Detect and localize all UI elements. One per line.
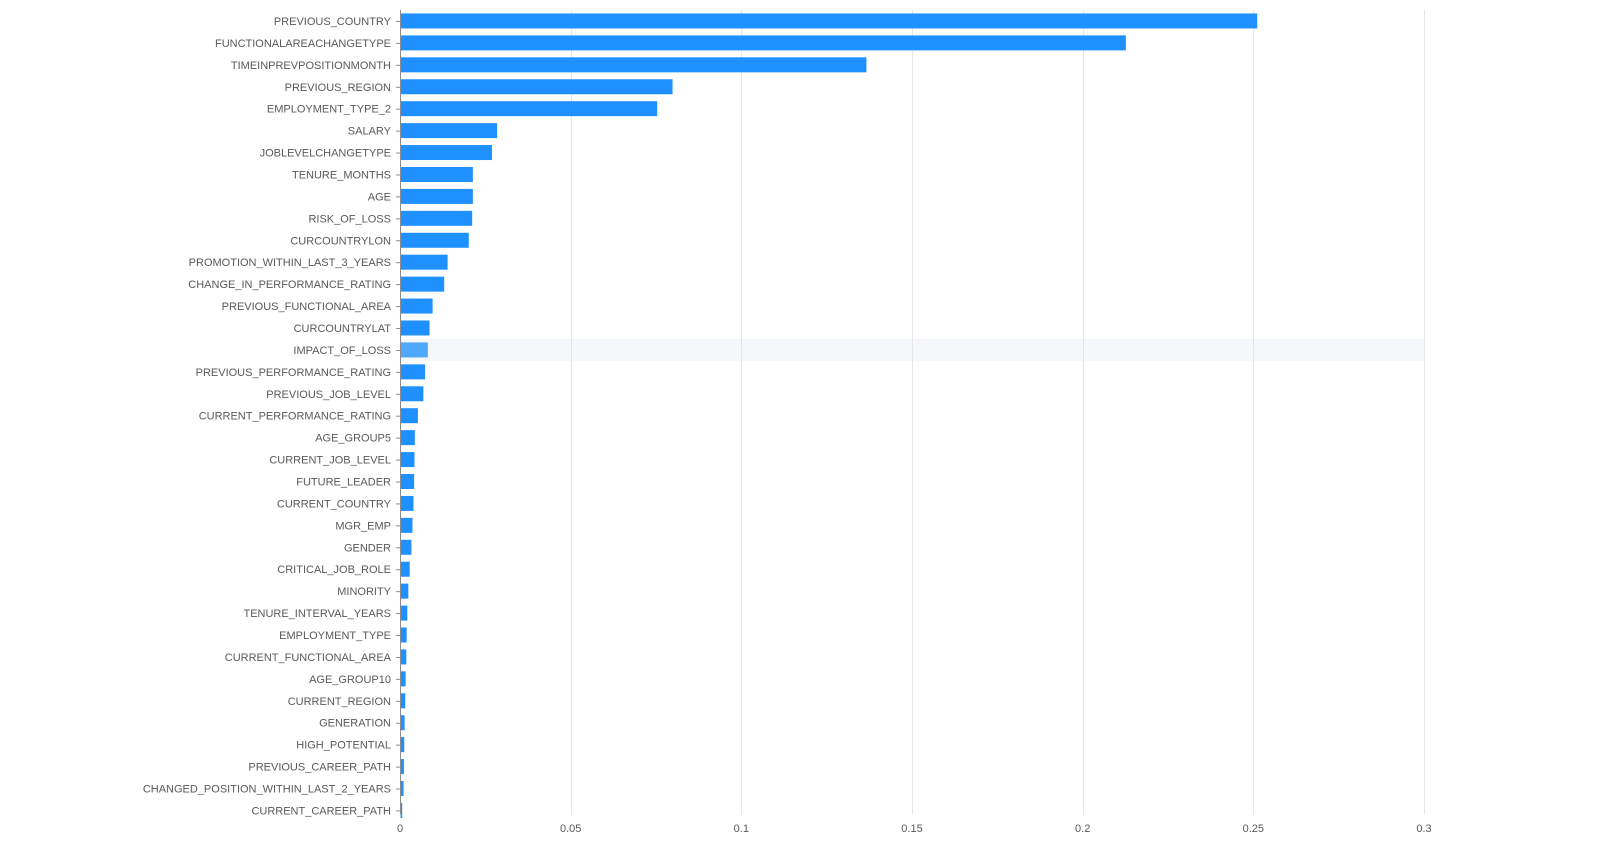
x-tick-label: 0 [397, 823, 403, 835]
category-label: FUNCTIONALAREACHANGETYPE [215, 38, 391, 50]
x-tick-label: 0.05 [560, 823, 581, 835]
category-label: PREVIOUS_JOB_LEVEL [266, 389, 391, 401]
bar-current-country[interactable] [400, 495, 414, 511]
x-tick-label: 0.3 [1416, 823, 1431, 835]
x-tick-label: 0.15 [901, 823, 922, 835]
category-label: MGR_EMP [335, 520, 391, 532]
category-label: AGE_GROUP10 [309, 674, 391, 686]
category-label: GENDER [344, 542, 391, 554]
category-label: PREVIOUS_PERFORMANCE_RATING [196, 367, 391, 379]
bar-minority[interactable] [400, 583, 409, 599]
category-label: TIMEINPREVPOSITIONMONTH [231, 60, 391, 72]
category-label: TENURE_MONTHS [292, 169, 391, 181]
category-label: CURRENT_CAREER_PATH [251, 805, 391, 817]
bar-changed-position-within-last-2-years[interactable] [400, 781, 404, 797]
category-label: CHANGE_IN_PERFORMANCE_RATING [188, 279, 391, 291]
bar-previous-career-path[interactable] [400, 759, 404, 775]
bar-current-career-path[interactable] [400, 802, 403, 818]
bar-impact-of-loss[interactable] [400, 342, 428, 358]
bar-salary[interactable] [400, 123, 498, 139]
x-tick-label: 0.1 [734, 823, 749, 835]
bar-previous-region[interactable] [400, 79, 673, 95]
bar-current-job-level[interactable] [400, 452, 415, 468]
category-label: IMPACT_OF_LOSS [293, 345, 391, 357]
category-label: CRITICAL_JOB_ROLE [277, 564, 391, 576]
axes [396, 10, 401, 814]
category-label: CURRENT_REGION [288, 696, 391, 708]
bar-joblevelchangetype[interactable] [400, 145, 492, 161]
bar-curcountrylon[interactable] [400, 232, 469, 248]
bar-tenure-months[interactable] [400, 166, 473, 182]
bar-timeinprevpositionmonth[interactable] [400, 57, 867, 73]
bar-mgr-emp[interactable] [400, 517, 413, 533]
bar-current-performance-rating[interactable] [400, 408, 418, 424]
bars [400, 13, 1258, 818]
bar-promotion-within-last-3-years[interactable] [400, 254, 448, 270]
bar-age-group5[interactable] [400, 430, 415, 446]
category-label: SALARY [348, 126, 392, 138]
category-label: CURRENT_FUNCTIONAL_AREA [225, 652, 392, 664]
bar-employment-type[interactable] [400, 627, 407, 643]
bar-critical-job-role[interactable] [400, 561, 410, 577]
category-label: AGE [368, 191, 391, 203]
bar-functionalareachangetype[interactable] [400, 35, 1126, 51]
category-label: PROMOTION_WITHIN_LAST_3_YEARS [189, 257, 391, 269]
gridlines [571, 10, 1425, 814]
bar-gender[interactable] [400, 539, 412, 555]
x-tick-label: 0.25 [1243, 823, 1264, 835]
category-label: PREVIOUS_FUNCTIONAL_AREA [222, 301, 392, 313]
category-labels: PREVIOUS_COUNTRY FUNCTIONALAREACHANGETYPE… [143, 16, 392, 817]
bar-future-leader[interactable] [400, 473, 415, 489]
category-label: TENURE_INTERVAL_YEARS [243, 608, 391, 620]
bar-risk-of-loss[interactable] [400, 210, 473, 226]
category-label: CURRENT_COUNTRY [277, 498, 392, 510]
bar-generation[interactable] [400, 715, 405, 731]
category-label: JOBLEVELCHANGETYPE [260, 148, 391, 160]
category-label: EMPLOYMENT_TYPE [279, 630, 391, 642]
category-label: MINORITY [337, 586, 391, 598]
bar-change-in-performance-rating[interactable] [400, 276, 445, 292]
bar-previous-functional-area[interactable] [400, 298, 433, 314]
category-label: PREVIOUS_REGION [285, 82, 391, 94]
category-label: AGE_GROUP5 [315, 433, 391, 445]
category-label: HIGH_POTENTIAL [296, 740, 391, 752]
bar-curcountrylat[interactable] [400, 320, 430, 336]
category-label: CHANGED_POSITION_WITHIN_LAST_2_YEARS [143, 784, 391, 796]
category-label: PREVIOUS_COUNTRY [274, 16, 392, 28]
category-label: CURCOUNTRYLAT [294, 323, 392, 335]
category-label: CURRENT_JOB_LEVEL [269, 455, 391, 467]
bar-employment-type-2[interactable] [400, 101, 658, 117]
x-tick-labels: 0 0.05 0.1 0.15 0.2 0.25 0.3 [397, 823, 1432, 835]
bar-current-region[interactable] [400, 693, 406, 709]
category-label: CURRENT_PERFORMANCE_RATING [199, 411, 391, 423]
x-tick-label: 0.2 [1075, 823, 1090, 835]
category-label: GENERATION [319, 718, 391, 730]
bar-high-potential[interactable] [400, 737, 405, 753]
category-label: FUTURE_LEADER [296, 476, 391, 488]
bar-current-functional-area[interactable] [400, 649, 407, 665]
bar-previous-job-level[interactable] [400, 386, 424, 402]
category-label: EMPLOYMENT_TYPE_2 [267, 104, 391, 116]
bar-tenure-interval-years[interactable] [400, 605, 408, 621]
bar-age-group10[interactable] [400, 671, 406, 687]
bar-age[interactable] [400, 188, 473, 204]
bar-previous-country[interactable] [400, 13, 1258, 29]
category-label: RISK_OF_LOSS [308, 213, 391, 225]
category-label: PREVIOUS_CAREER_PATH [248, 762, 391, 774]
category-label: CURCOUNTRYLON [290, 235, 391, 247]
bar-previous-performance-rating[interactable] [400, 364, 426, 380]
